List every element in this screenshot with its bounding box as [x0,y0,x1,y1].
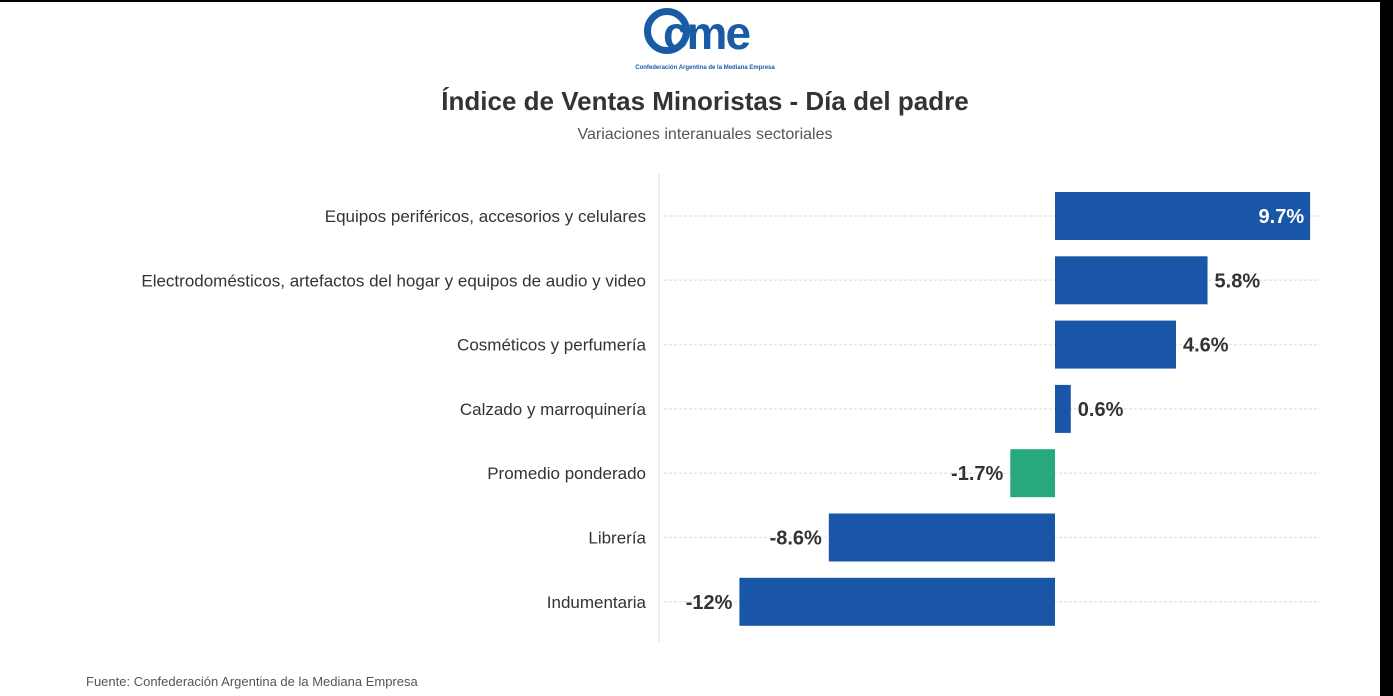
value-label: -12% [686,592,733,614]
value-label: 9.7% [1259,206,1305,228]
category-label: Librería [588,529,646,548]
bar [1055,256,1208,305]
logo-subtitle: Confederación Argentina de la Mediana Em… [635,65,775,71]
cme-logo: cme Confederación Argentina de la Median… [600,4,810,76]
value-label: 5.8% [1215,270,1261,292]
value-label: 4.6% [1183,335,1229,357]
category-label: Cosméticos y perfumería [457,336,646,355]
logo-wordmark: cme [662,7,751,59]
chart-title: Índice de Ventas Minoristas - Día del pa… [441,86,969,116]
bar [1055,192,1311,240]
bar [1055,320,1176,369]
bar [828,513,1055,562]
category-label: Electrodomésticos, artefactos del hogar … [141,271,646,290]
category-label: Promedio ponderado [487,464,646,483]
bar [1055,384,1071,433]
value-label: -1.7% [951,463,1003,485]
category-label: Equipos periféricos, accesorios y celula… [325,207,646,226]
value-label: 0.6% [1078,399,1124,421]
bar-highlight [1010,449,1055,498]
category-label: Calzado y marroquinería [460,400,647,419]
bar [739,577,1055,626]
category-label: Indumentaria [547,593,647,612]
value-label: -8.6% [770,528,822,550]
chart-subtitle: Variaciones interanuales sectoriales [577,126,833,143]
source-note: Fuente: Confederación Argentina de la Me… [86,674,418,689]
logo-ring [644,8,690,54]
bar-chart: Equipos periféricos, accesorios y celula… [141,174,1320,642]
